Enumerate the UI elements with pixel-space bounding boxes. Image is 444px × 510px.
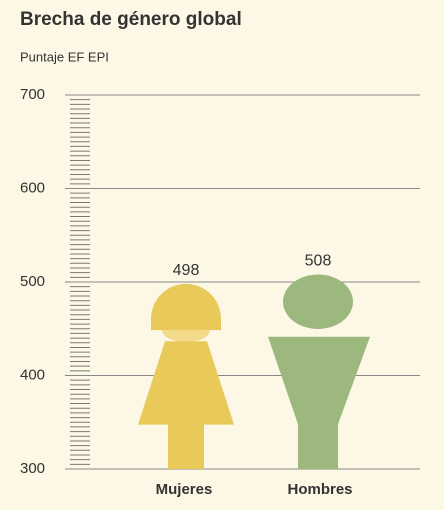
y-tick-label: 500: [20, 273, 45, 290]
x-tick-label: Mujeres: [156, 481, 213, 498]
chart-title: Brecha de género global: [20, 9, 242, 30]
value-label: 498: [173, 262, 200, 279]
torso: [268, 336, 370, 425]
y-tick-label: 300: [20, 460, 45, 477]
hair: [151, 283, 221, 331]
man-figure: [268, 274, 370, 469]
woman-figure: [138, 283, 234, 469]
y-tick-label: 700: [20, 86, 45, 103]
y-tick-label: 600: [20, 179, 45, 196]
y-tick-label: 400: [20, 366, 45, 383]
chart-subtitle: Puntaje EF EPI: [20, 49, 109, 64]
head: [283, 274, 353, 329]
legs: [298, 423, 338, 469]
value-label: 508: [305, 253, 332, 270]
face: [162, 330, 210, 343]
x-tick-label: Hombres: [287, 481, 352, 498]
dress: [138, 341, 234, 425]
legs: [168, 424, 204, 469]
